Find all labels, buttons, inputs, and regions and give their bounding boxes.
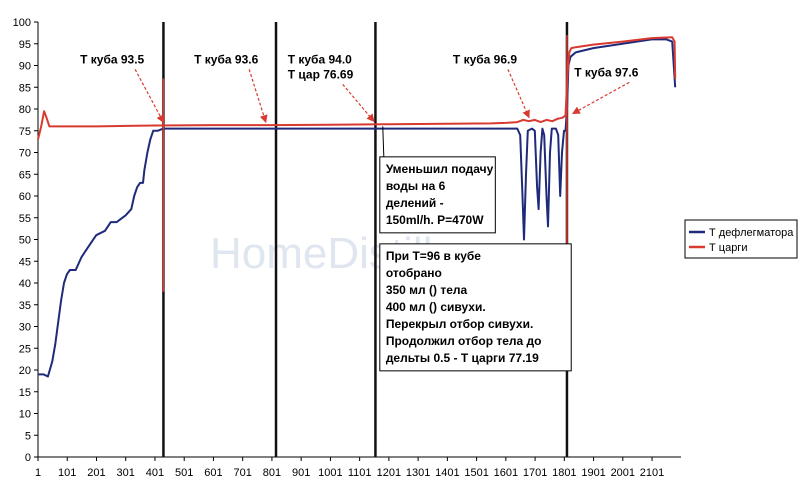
y-tick-label: 55 <box>19 213 31 225</box>
annotation-box-line: делений - <box>386 196 444 210</box>
x-tick-label: 901 <box>292 467 310 479</box>
annotation-box-line: отобрано <box>386 266 442 280</box>
annotation-arrow <box>571 81 630 115</box>
legend: Т дефлегматора Т царги <box>684 219 798 259</box>
y-tick-label: 95 <box>19 39 31 51</box>
y-tick-label: 85 <box>19 82 31 94</box>
annotation-box-line: При Т=96 в кубе <box>386 249 481 263</box>
x-tick-label: 1601 <box>494 467 518 479</box>
y-tick-label: 5 <box>25 430 31 442</box>
y-tick-label: 30 <box>19 322 31 334</box>
y-tick-label: 50 <box>19 235 31 247</box>
x-tick-label: 1501 <box>464 467 488 479</box>
annotation-label: Т куба 96.9 <box>453 52 517 66</box>
x-tick-label: 1301 <box>406 467 430 479</box>
annotation-arrow <box>248 69 268 124</box>
legend-label-1: Т царги <box>709 242 747 254</box>
annotation-box-line: 350 мл () тела <box>386 283 468 297</box>
x-tick-label: 2001 <box>611 467 635 479</box>
x-tick-label: 1001 <box>318 467 342 479</box>
annotation-label: Т куба 97.6 <box>574 65 638 79</box>
y-tick-label: 35 <box>19 300 31 312</box>
x-tick-label: 101 <box>58 467 76 479</box>
x-tick-label: 301 <box>117 467 135 479</box>
x-tick-label: 1801 <box>552 467 576 479</box>
annotation-box-line: дельты 0.5 - Т царги 77.19 <box>386 351 539 365</box>
legend-box <box>684 219 798 259</box>
x-tick-label: 801 <box>263 467 281 479</box>
x-tick-label: 1 <box>35 467 41 479</box>
annotation-box-line: Продолжил отбор тела до <box>386 334 542 348</box>
y-tick-label: 45 <box>19 256 31 268</box>
y-tick-label: 60 <box>19 191 31 203</box>
annotation-box-line: 150ml/h. P=470W <box>386 213 484 227</box>
annotation-label: Т цар 76.69 <box>288 67 354 81</box>
y-tick-label: 75 <box>19 126 31 138</box>
series-lines <box>37 35 677 378</box>
annotation-label: Т куба 93.6 <box>194 52 258 66</box>
x-tick-label: 701 <box>234 467 252 479</box>
y-tick-label: 40 <box>19 278 31 290</box>
y-tick-label: 65 <box>19 169 31 181</box>
annotation-box-line: Перекрыл отбор сивухи. <box>386 317 534 331</box>
x-tick-label: 501 <box>175 467 193 479</box>
annotation-box <box>379 243 572 372</box>
annotation-box <box>379 156 496 234</box>
y-tick-label: 25 <box>19 343 31 355</box>
annotation-box-line: воды на 6 <box>386 179 446 193</box>
y-tick-label: 20 <box>19 365 31 377</box>
legend-label-0: Т дефлегматора <box>709 227 794 239</box>
annotation-box-line: Уменьшил подачу <box>386 162 494 176</box>
x-tick-label: 1401 <box>435 467 459 479</box>
y-tick-label: 10 <box>19 409 31 421</box>
annotations: Т куба 93.5 Т куба 93.6 Т куба 94.0Т цар 7… <box>80 52 639 372</box>
series-line-0 <box>38 38 677 378</box>
annotation-label: Т куба 94.0 <box>288 52 352 66</box>
y-tick-label: 0 <box>25 452 31 464</box>
annotation-box-line: 400 мл () сивухи. <box>386 300 486 314</box>
axes: 0 5 10 15 20 25 30 35 40 45 50 55 60 65 70 75 80 85 90 95 10… <box>13 17 681 479</box>
y-tick-label: 15 <box>19 387 31 399</box>
x-tick-label: 1701 <box>523 467 547 479</box>
annotation-arrow <box>134 69 164 124</box>
annotation-pointer <box>382 126 385 157</box>
y-tick-label: 70 <box>19 148 31 160</box>
series-line-1 <box>37 36 677 140</box>
x-tick-label: 2101 <box>640 467 664 479</box>
annotation-label: Т куба 93.5 <box>80 52 144 66</box>
annotation-arrow <box>342 83 375 123</box>
y-tick-label: 80 <box>19 104 31 116</box>
x-tick-label: 201 <box>87 467 105 479</box>
annotation-arrow <box>507 69 530 119</box>
y-tick-label: 100 <box>13 17 31 29</box>
x-tick-label: 601 <box>204 467 222 479</box>
x-tick-label: 1901 <box>581 467 605 479</box>
y-tick-label: 90 <box>19 61 31 73</box>
x-tick-label: 1101 <box>348 467 372 479</box>
x-tick-label: 1201 <box>377 467 401 479</box>
x-tick-label: 401 <box>146 467 164 479</box>
